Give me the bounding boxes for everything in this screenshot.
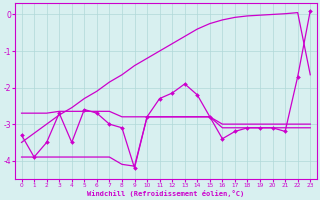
X-axis label: Windchill (Refroidissement éolien,°C): Windchill (Refroidissement éolien,°C) xyxy=(87,190,244,197)
